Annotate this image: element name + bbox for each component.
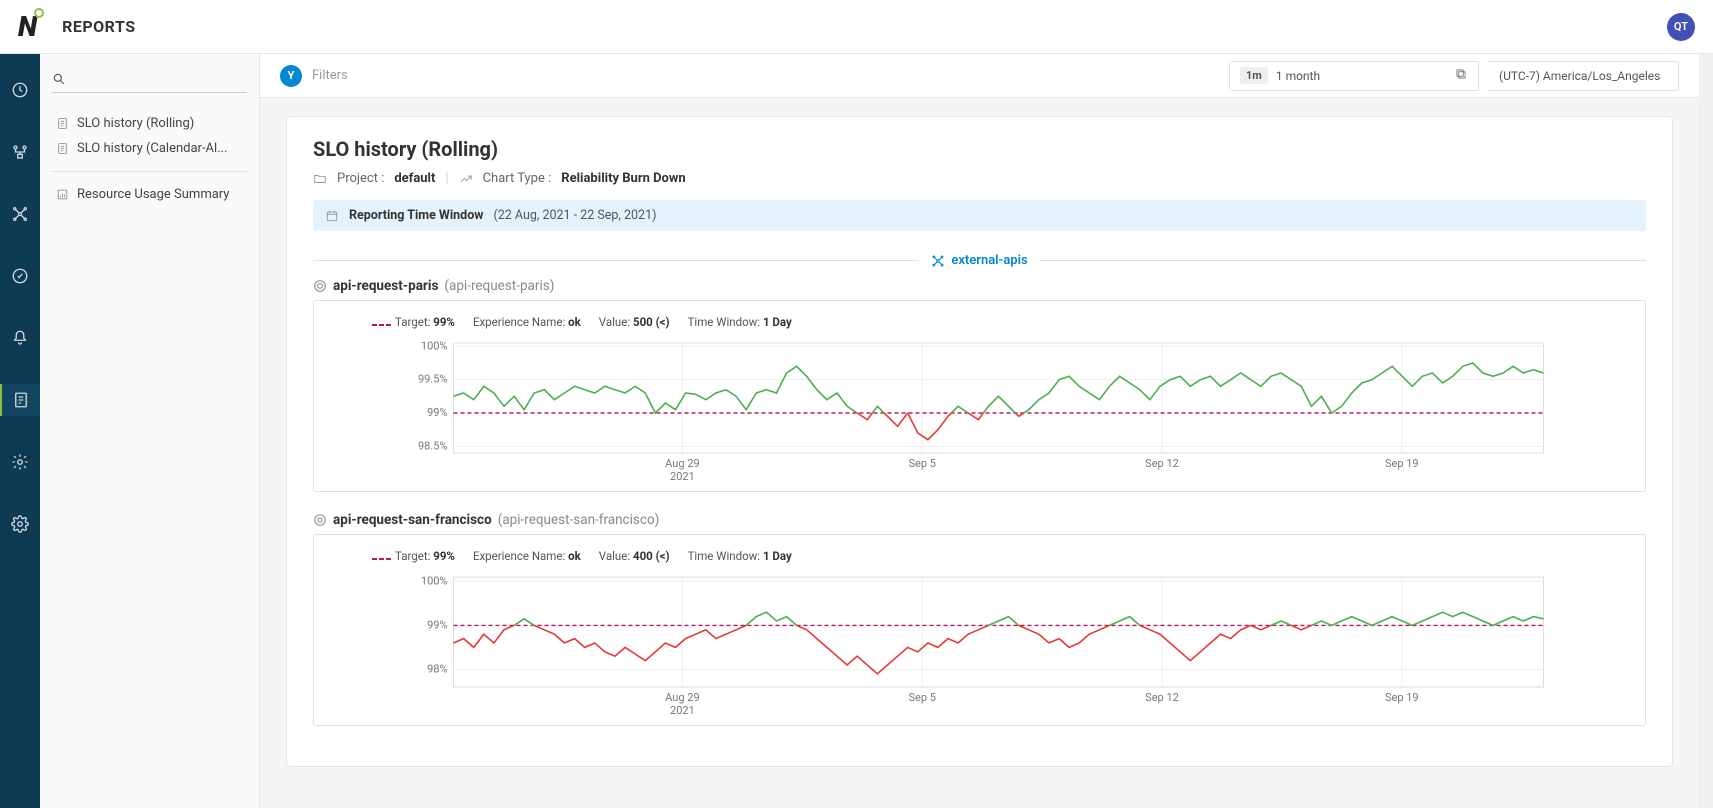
logo[interactable]: N [18, 10, 44, 43]
svg-text:2021: 2021 [670, 470, 695, 483]
filters-label: Filters [312, 68, 348, 83]
rail-settings[interactable] [0, 446, 40, 478]
copy-icon[interactable] [1454, 67, 1468, 84]
sidebar-divider [52, 171, 247, 172]
logo-dot-icon [34, 8, 44, 18]
tw-value: (22 Aug, 2021 - 22 Sep, 2021) [493, 208, 656, 223]
chart-subname: (api-request-paris) [444, 278, 554, 294]
doc-icon [56, 117, 69, 130]
svg-text:100%: 100% [421, 574, 448, 587]
chart-type-value: Reliability Burn Down [561, 171, 685, 186]
line-chart: 100% 99% 98% Aug 292021 Sep 5 Sep 12 Sep 19 [322, 571, 1637, 721]
svg-text:Sep 19: Sep 19 [1385, 691, 1419, 704]
svg-text:98%: 98% [427, 662, 447, 675]
rail-admin[interactable] [0, 508, 40, 540]
folder-icon [313, 172, 327, 186]
line-chart: 100% 99.5% 99% 98.5% Aug 292021 Sep 5 Sep 12 Se… [322, 337, 1637, 487]
avatar[interactable]: QT [1667, 13, 1695, 41]
usage-icon [56, 188, 69, 201]
page-title: REPORTS [62, 17, 136, 36]
doc-icon [56, 142, 69, 155]
svg-text:Sep 12: Sep 12 [1145, 457, 1179, 470]
chart-type-label: Chart Type : [483, 171, 552, 186]
chart-box: Target: 99%Experience Name: okValue: 400… [313, 534, 1646, 726]
report-meta: Project : default | Chart Type : Reliabi… [313, 171, 1646, 186]
sidebar-item[interactable]: SLO history (Calendar-Al... [52, 136, 247, 161]
rail-services[interactable] [0, 198, 40, 230]
range-badge: 1m [1240, 67, 1268, 84]
project-value: default [394, 171, 435, 186]
calendar-icon [325, 209, 339, 223]
rail-reports[interactable] [0, 384, 40, 416]
rail-slo[interactable] [0, 260, 40, 292]
report-title: SLO history (Rolling) [313, 137, 1646, 161]
chart-name: api-request-paris [333, 278, 438, 294]
svg-text:98.5%: 98.5% [418, 439, 448, 452]
chart-subname: (api-request-san-francisco) [498, 512, 660, 528]
search-input[interactable] [52, 72, 247, 93]
report-panel: SLO history (Rolling) Project : default … [286, 116, 1673, 767]
icon-rail [0, 54, 40, 808]
chart-heading: api-request-san-francisco (api-request-sa… [313, 512, 1646, 528]
service-icon [931, 254, 945, 268]
search-icon [52, 72, 66, 86]
filter-toggle-icon[interactable]: Y [280, 65, 302, 87]
chart-box: Target: 99%Experience Name: okValue: 500… [313, 300, 1646, 492]
chart-block: api-request-paris (api-request-paris) Targ… [313, 278, 1646, 492]
legend-dash-icon [372, 558, 391, 560]
sidebar-item-label: SLO history (Calendar-Al... [77, 141, 227, 156]
svg-text:Sep 19: Sep 19 [1385, 457, 1419, 470]
timezone-picker[interactable]: (UTC-7) America/Los_Angeles [1489, 61, 1679, 91]
svg-text:Sep 5: Sep 5 [908, 691, 935, 704]
chart-name: api-request-san-francisco [333, 512, 492, 528]
time-window-banner: Reporting Time Window (22 Aug, 2021 - 22… [313, 200, 1646, 231]
main-column: Y Filters 1m 1 month (UTC-7) America/Los… [260, 54, 1699, 808]
target-icon [313, 513, 327, 527]
topbar: N REPORTS QT [0, 0, 1713, 54]
svg-text:Sep 12: Sep 12 [1145, 691, 1179, 704]
section-label: external-apis [951, 253, 1027, 268]
sidebar-item-label: SLO history (Rolling) [77, 116, 194, 131]
svg-text:Sep 5: Sep 5 [908, 457, 935, 470]
scrollbar[interactable] [1699, 54, 1713, 808]
sidebar-item[interactable]: Resource Usage Summary [52, 182, 247, 207]
chart-block: api-request-san-francisco (api-request-sa… [313, 512, 1646, 726]
rail-topology[interactable] [0, 136, 40, 168]
svg-text:99%: 99% [427, 406, 447, 419]
chart-legend: Target: 99%Experience Name: okValue: 500… [322, 311, 1637, 337]
svg-text:100%: 100% [421, 339, 448, 352]
svg-text:Aug 29: Aug 29 [665, 457, 699, 470]
rail-dashboard[interactable] [0, 74, 40, 106]
logo-n: N [18, 10, 36, 43]
chart-legend: Target: 99%Experience Name: okValue: 400… [322, 545, 1637, 571]
svg-text:99.5%: 99.5% [418, 373, 448, 386]
project-label: Project : [337, 171, 384, 186]
svg-text:2021: 2021 [670, 704, 695, 717]
section-divider: external-apis [313, 253, 1646, 268]
trend-icon [459, 172, 473, 186]
svg-text:Aug 29: Aug 29 [665, 691, 699, 704]
legend-dash-icon [372, 324, 391, 326]
time-range-picker[interactable]: 1m 1 month [1229, 61, 1479, 91]
timezone-label: (UTC-7) America/Los_Angeles [1499, 69, 1660, 83]
range-label: 1 month [1276, 69, 1320, 83]
svg-text:99%: 99% [427, 618, 447, 631]
tw-label: Reporting Time Window [349, 208, 483, 223]
sidebar-item-label: Resource Usage Summary [77, 187, 229, 202]
chart-heading: api-request-paris (api-request-paris) [313, 278, 1646, 294]
target-icon [313, 279, 327, 293]
rail-alerts[interactable] [0, 322, 40, 354]
filter-bar: Y Filters 1m 1 month (UTC-7) America/Los… [260, 54, 1699, 98]
sidebar: SLO history (Rolling) SLO history (Calend… [40, 54, 260, 808]
sidebar-item[interactable]: SLO history (Rolling) [52, 111, 247, 136]
